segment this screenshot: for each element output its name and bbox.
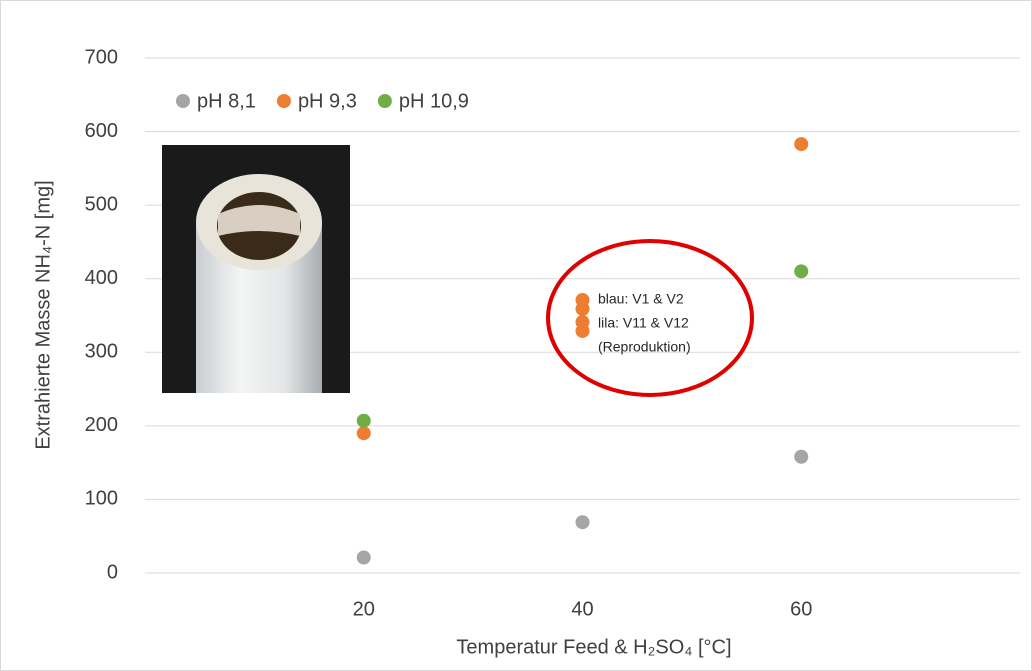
y-tick-label: 700	[85, 46, 118, 68]
data-point	[794, 450, 808, 464]
x-axis-title: Temperatur Feed & H₂SO₄ [°C]	[456, 636, 731, 658]
data-point	[794, 264, 808, 278]
y-tick-label: 200	[85, 414, 118, 436]
x-tick-label: 20	[353, 598, 375, 620]
y-tick-label: 300	[85, 341, 118, 363]
annotation: blau: V1 & V2	[598, 291, 684, 307]
annotation: (Reproduktion)	[598, 339, 691, 355]
x-tick-label: 40	[571, 598, 593, 620]
photo	[162, 145, 350, 393]
y-tick-label: 100	[85, 488, 118, 510]
y-tick-label: 500	[85, 193, 118, 215]
data-point	[576, 324, 590, 338]
data-point	[357, 414, 371, 428]
y-tick-label: 600	[85, 120, 118, 142]
legend-marker	[277, 94, 291, 108]
legend-label: pH 8,1	[197, 90, 256, 112]
y-axis-title: Extrahierte Masse NH₄-N [mg]	[32, 180, 54, 449]
chart: Temperatur Feed & H₂SO₄ [°C] Extrahierte…	[0, 0, 1032, 671]
y-tick-label: 0	[107, 561, 118, 583]
x-tick-label: 60	[790, 598, 812, 620]
legend-label: pH 9,3	[298, 90, 357, 112]
legend-label: pH 10,9	[399, 90, 469, 112]
annotation: lila: V11 & V12	[598, 315, 689, 331]
data-point	[576, 302, 590, 316]
legend-marker	[378, 94, 392, 108]
data-point	[357, 551, 371, 565]
chart-frame	[1, 1, 1032, 671]
data-point	[357, 426, 371, 440]
data-point	[576, 515, 590, 529]
legend-marker	[176, 94, 190, 108]
data-point	[794, 137, 808, 151]
y-tick-label: 400	[85, 267, 118, 289]
